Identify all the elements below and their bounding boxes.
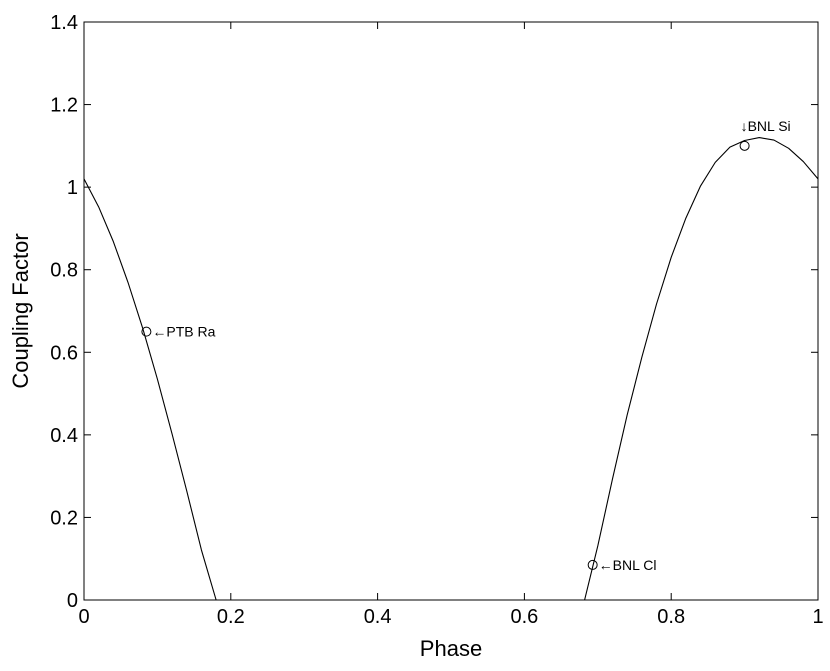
- y-tick-label: 0: [67, 590, 78, 612]
- x-tick-label: 0.6: [510, 606, 538, 628]
- plot-area-frame: [83, 21, 819, 601]
- marker-label: ←BNL Cl: [599, 557, 657, 573]
- markers-group: ←PTB Ra ←BNL Cl ↓BNL Si: [141, 118, 791, 573]
- marker-label: ←PTB Ra: [152, 324, 215, 340]
- series-line-0: [83, 178, 218, 601]
- y-tick-label: 1.4: [50, 12, 78, 34]
- x-tick-label: 1: [812, 606, 823, 628]
- x-tick-label: 0.4: [364, 606, 392, 628]
- y-axis-title: Coupling Factor: [8, 233, 33, 388]
- data-point-marker: [141, 326, 152, 337]
- marker-label: ↓BNL Si: [741, 118, 791, 134]
- plot-frame-group: [83, 21, 819, 601]
- data-point-marker: [587, 559, 598, 570]
- ticks-group: 0 0.2 0.4 0.6 0.8 1 0 0.2 0.4 0.6 0.8 1 1.2 1.4: [50, 12, 823, 628]
- x-axis-title: Phase: [420, 636, 482, 661]
- y-tick-label: 1: [67, 177, 78, 199]
- x-tick-label: 0: [78, 606, 89, 628]
- y-tick-label: 0.4: [50, 425, 78, 447]
- data-point-marker: [739, 140, 750, 151]
- y-tick-label: 0.2: [50, 507, 78, 529]
- y-tick-label: 0.6: [50, 342, 78, 364]
- series-group: [83, 137, 819, 601]
- x-tick-label: 0.2: [217, 606, 245, 628]
- y-tick-label: 0.8: [50, 260, 78, 282]
- x-tick-label: 0.8: [657, 606, 685, 628]
- y-tick-label: 1.2: [50, 95, 78, 117]
- series-line-1: [584, 137, 819, 601]
